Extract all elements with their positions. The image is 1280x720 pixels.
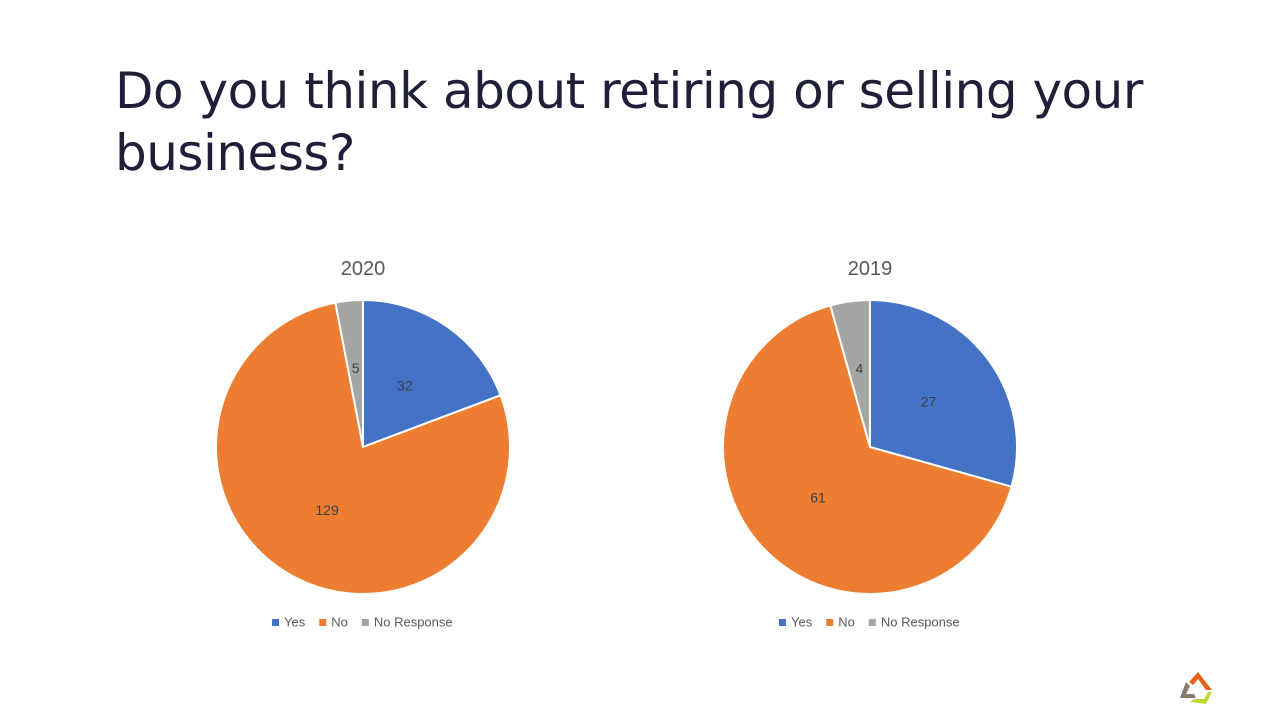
pie-slice-no xyxy=(722,304,1013,595)
chart-title: 2020 xyxy=(341,258,386,280)
legend-label: No Response xyxy=(881,614,960,629)
legend-label: Yes xyxy=(791,614,813,629)
slide-title: Do you think about retiring or selling y… xyxy=(115,62,1143,182)
legend-swatch xyxy=(868,619,876,626)
legend-swatch xyxy=(361,619,369,626)
data-label: 27 xyxy=(921,393,937,409)
pie-slice-yes xyxy=(362,298,502,449)
pie-slice-yes xyxy=(869,298,1019,488)
pie-slice-no xyxy=(215,301,511,595)
data-label: 129 xyxy=(315,502,339,518)
data-label: 32 xyxy=(397,377,413,393)
legend-swatch xyxy=(319,619,327,626)
company-logo-icon xyxy=(1180,672,1212,704)
pie-chart-2020: 2020 32 129 5 Yes No No Response xyxy=(215,258,511,629)
chart-title: 2019 xyxy=(848,258,893,280)
legend-swatch xyxy=(779,619,786,626)
data-label: 4 xyxy=(855,361,863,377)
pie-chart-2019: 2019 27 61 4 Yes No No Response xyxy=(722,258,1019,629)
legend-swatch xyxy=(272,619,279,626)
pie-slice-no-response xyxy=(829,298,871,448)
legend-label: No xyxy=(331,614,348,629)
data-label: 61 xyxy=(810,490,826,506)
legend-label: No xyxy=(838,614,855,629)
data-label: 5 xyxy=(352,360,360,376)
legend-swatch xyxy=(826,619,834,626)
legend-label: No Response xyxy=(374,614,453,629)
pie-slice-no-response xyxy=(334,298,364,448)
legend-label: Yes xyxy=(284,614,306,629)
